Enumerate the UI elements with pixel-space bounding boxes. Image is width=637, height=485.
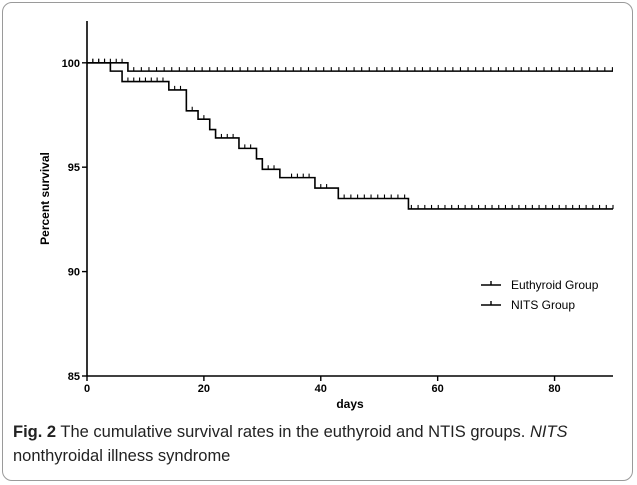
x-tick-label: 20 [198, 383, 210, 395]
x-tick-label: 60 [432, 383, 444, 395]
series-line-nits-group [87, 61, 613, 210]
x-tick-label: 40 [315, 383, 327, 395]
figure-caption: Fig. 2 The cumulative survival rates in … [13, 420, 623, 468]
y-tick-label: 85 [68, 371, 80, 383]
y-tick-label: 100 [62, 58, 80, 70]
caption-text: The cumulative survival rates in the eut… [60, 423, 530, 441]
legend-label-euthyroid-group: Euthyroid Group [511, 278, 599, 292]
legend-label-nits-group: NITS Group [511, 298, 575, 312]
figure-frame: days Percent survival 0 20 40 60 80 85 90 95 100 … [2, 2, 633, 481]
chart-axes: days Percent survival [38, 21, 613, 411]
caption-abbreviation: NITS [529, 423, 568, 441]
chart-series [87, 58, 614, 210]
x-axis-label: days [336, 397, 364, 411]
caption-fig-label: Fig. 2 [13, 423, 57, 441]
x-tick-label: 80 [548, 383, 560, 395]
series-line-euthyroid-group [87, 61, 613, 72]
chart-ticks: 0 20 40 60 80 85 90 95 100 [62, 58, 561, 395]
chart-legend: Euthyroid Group NITS Group [481, 278, 599, 312]
x-tick-label: 0 [84, 383, 90, 395]
y-tick-label: 95 [68, 162, 80, 174]
y-axis-label: Percent survival [38, 152, 52, 245]
caption-abbreviation-definition: nonthyroidal illness syndrome [13, 447, 231, 465]
y-tick-label: 90 [68, 267, 80, 279]
